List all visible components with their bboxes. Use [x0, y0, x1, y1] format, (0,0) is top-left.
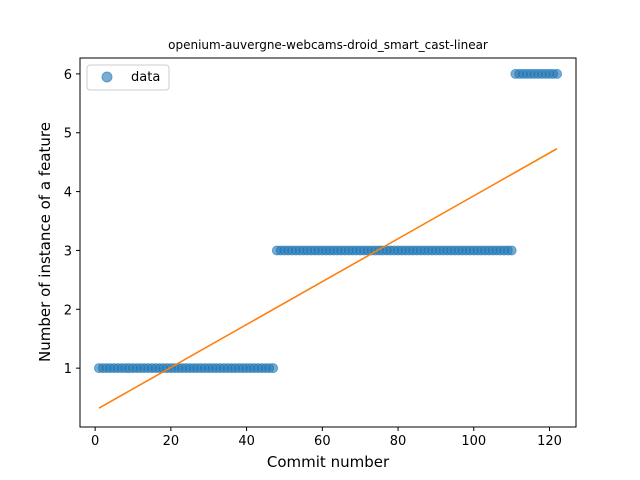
x-tick-label: 80 [390, 434, 407, 449]
data-point [268, 363, 279, 374]
y-tick-label: 5 [64, 127, 72, 142]
legend: data [86, 64, 170, 91]
legend-frame [86, 64, 170, 91]
y-axis-label: Number of instance of a feature [36, 122, 54, 362]
y-tick-label: 6 [64, 68, 72, 83]
x-tick-label: 60 [314, 434, 331, 449]
data-point [506, 245, 517, 256]
y-tick-label: 2 [64, 303, 72, 318]
legend-label-data: data [131, 70, 160, 85]
chart-title: openium-auvergne-webcams-droid_smart_cas… [168, 38, 488, 52]
x-axis-label: Commit number [267, 453, 390, 471]
plot-frame [79, 57, 577, 428]
y-tick-label: 3 [64, 244, 72, 259]
axes: 0 20 40 60 80 100 120 1 2 3 4 5 6 [64, 68, 562, 449]
legend-marker-data [101, 71, 113, 83]
x-tick-label: 120 [537, 434, 562, 449]
x-tick-label: 40 [238, 434, 255, 449]
x-tick-label: 20 [163, 434, 180, 449]
data-point [552, 68, 563, 79]
y-tick-label: 1 [64, 362, 72, 377]
fit-line [98, 147, 558, 409]
x-tick-label: 0 [91, 434, 99, 449]
y-tick-label: 4 [64, 186, 72, 201]
plot-area [93, 68, 563, 409]
x-tick-label: 100 [461, 434, 486, 449]
